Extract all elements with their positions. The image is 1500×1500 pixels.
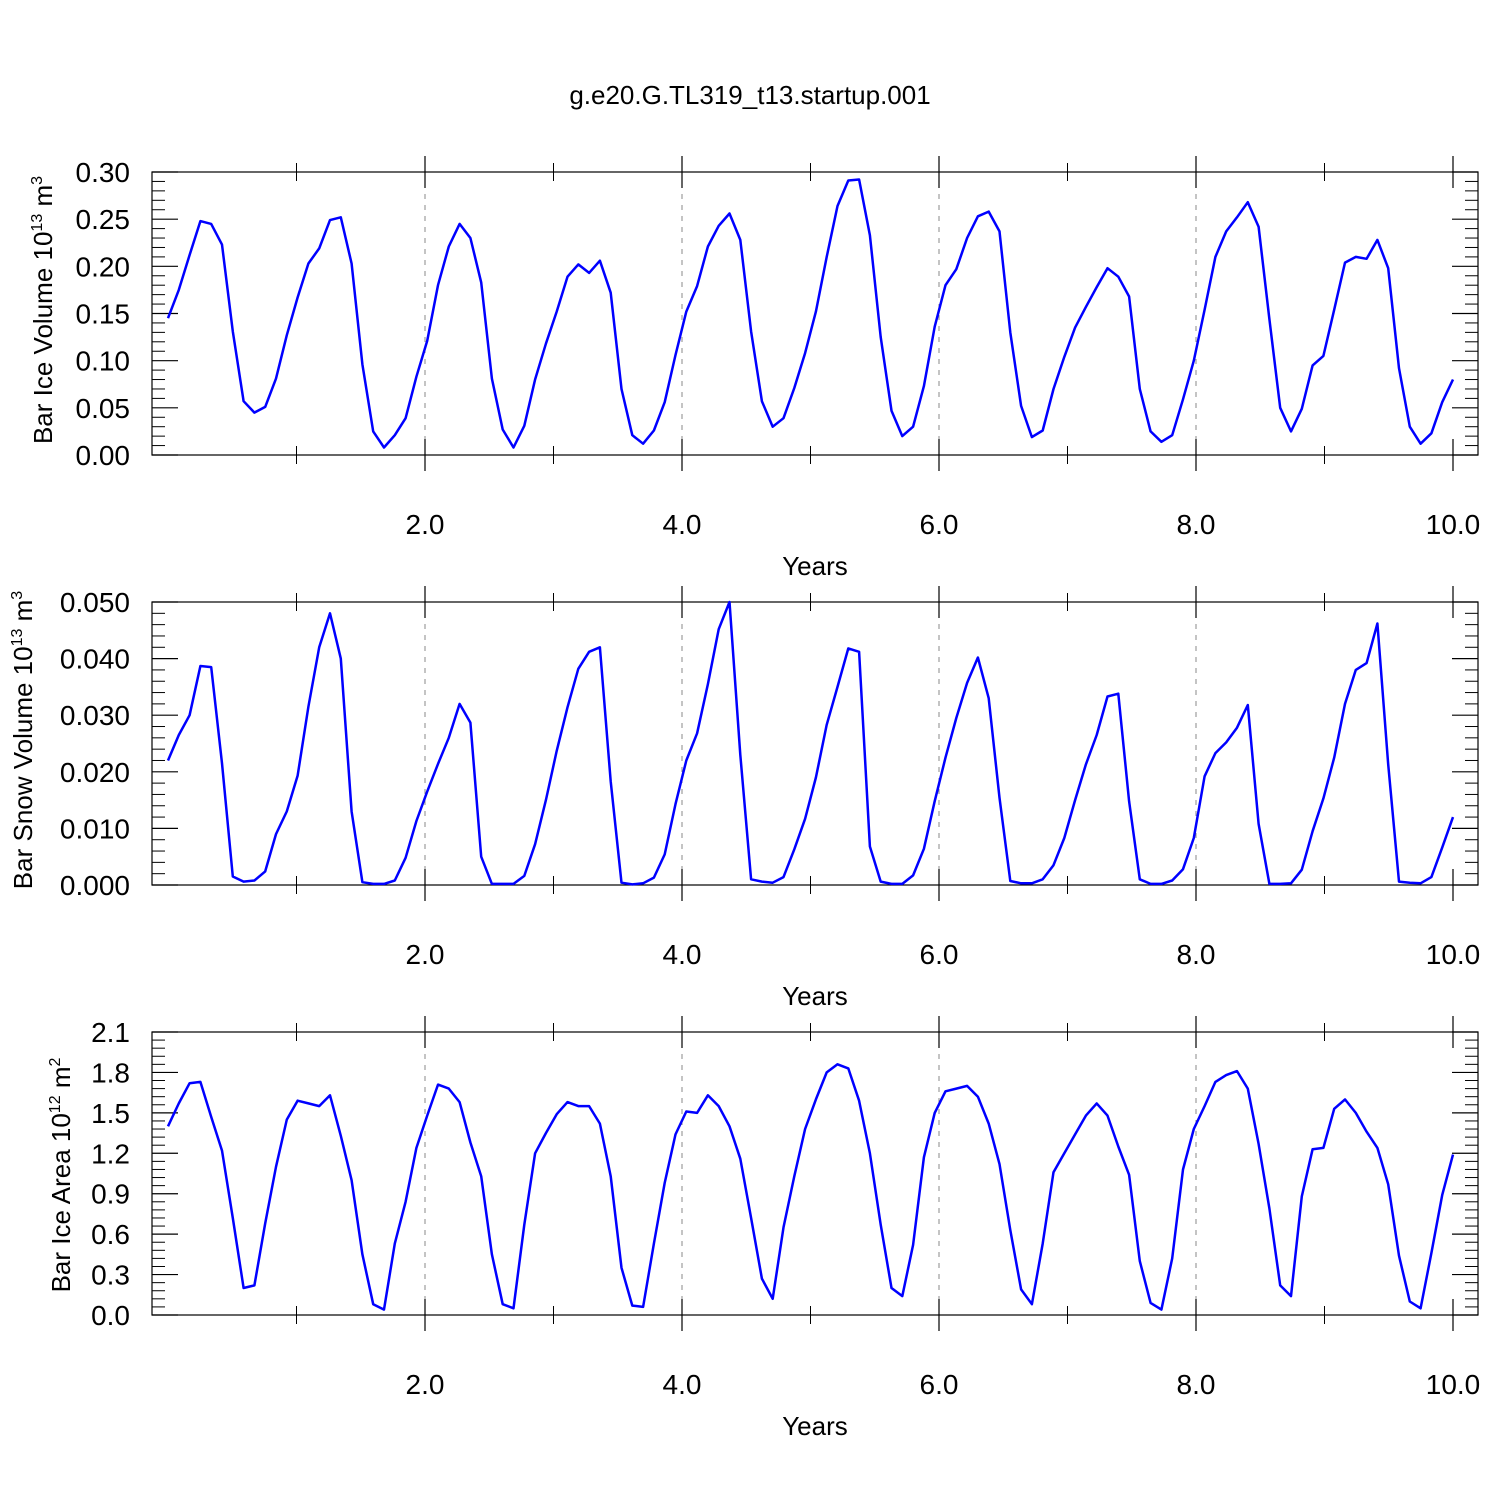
x-tick-label: 6.0 <box>920 1369 959 1400</box>
plot-frame <box>151 1031 1479 1316</box>
data-series-line <box>166 600 1455 886</box>
y-tick-label: 0.010 <box>60 813 130 844</box>
x-tick-label: 2.0 <box>406 509 445 540</box>
y-tick-label: 0.05 <box>76 393 131 424</box>
x-axis-title: Years <box>782 551 848 581</box>
chart-panel-3: 2.0 4.0 6.0 8.0 10.0 0.0 0.3 0.6 0.9 1.2 1.5 1.8 2.1… <box>46 1016 1480 1441</box>
data-series-line <box>166 1063 1455 1311</box>
y-axis-title: Bar Snow Volume 1013 m3 <box>8 591 38 890</box>
x-tick-label: 2.0 <box>406 939 445 970</box>
y-tick-label: 0.20 <box>76 251 131 282</box>
y-tick-label: 0.15 <box>76 299 131 330</box>
chart-panel-1: 2.0 4.0 6.0 8.0 10.0 0.00 0.05 0.10 0.15 0.20 0.25… <box>28 156 1480 581</box>
y-axis-title: Bar Ice Area 1012 m2 <box>46 1057 76 1292</box>
x-tick-label: 4.0 <box>663 1369 702 1400</box>
y-axis-title: Bar Ice Volume 1013 m3 <box>28 176 58 444</box>
y-tick-label: 2.1 <box>91 1017 130 1048</box>
x-tick-label: 8.0 <box>1177 1369 1216 1400</box>
y-tick-label: 0.050 <box>60 587 130 618</box>
x-tick-label: 10.0 <box>1426 939 1481 970</box>
x-tick-label: 8.0 <box>1177 509 1216 540</box>
x-tick-label: 10.0 <box>1426 509 1481 540</box>
y-tick-label: 0.10 <box>76 346 131 377</box>
x-axis-title: Years <box>782 1411 848 1441</box>
y-tick-label: 0.0 <box>91 1300 130 1331</box>
x-tick-label: 6.0 <box>920 509 959 540</box>
x-tick-label: 4.0 <box>663 509 702 540</box>
x-tick-label: 10.0 <box>1426 1369 1481 1400</box>
y-tick-label: 0.00 <box>76 440 131 471</box>
y-tick-label: 0.000 <box>60 870 130 901</box>
y-tick-label: 0.030 <box>60 700 130 731</box>
y-tick-label: 0.25 <box>76 204 131 235</box>
y-tick-label: 1.5 <box>91 1098 130 1129</box>
x-tick-label: 2.0 <box>406 1369 445 1400</box>
x-tick-label: 6.0 <box>920 939 959 970</box>
y-tick-label: 0.9 <box>91 1179 130 1210</box>
x-tick-label: 4.0 <box>663 939 702 970</box>
y-tick-label: 0.020 <box>60 757 130 788</box>
y-tick-label: 1.2 <box>91 1138 130 1169</box>
y-tick-label: 0.30 <box>76 157 131 188</box>
data-series-line <box>166 178 1455 449</box>
y-tick-label: 0.040 <box>60 644 130 675</box>
plot-frame <box>151 601 1479 886</box>
page-title: g.e20.G.TL319_t13.startup.001 <box>569 80 931 110</box>
x-tick-label: 8.0 <box>1177 939 1216 970</box>
chart-panel-2: 2.0 4.0 6.0 8.0 10.0 0.000 0.010 0.020 0.030 0.04… <box>8 586 1480 1011</box>
y-tick-label: 1.8 <box>91 1057 130 1088</box>
y-tick-label: 0.3 <box>91 1260 130 1291</box>
y-tick-label: 0.6 <box>91 1219 130 1250</box>
x-axis-title: Years <box>782 981 848 1011</box>
